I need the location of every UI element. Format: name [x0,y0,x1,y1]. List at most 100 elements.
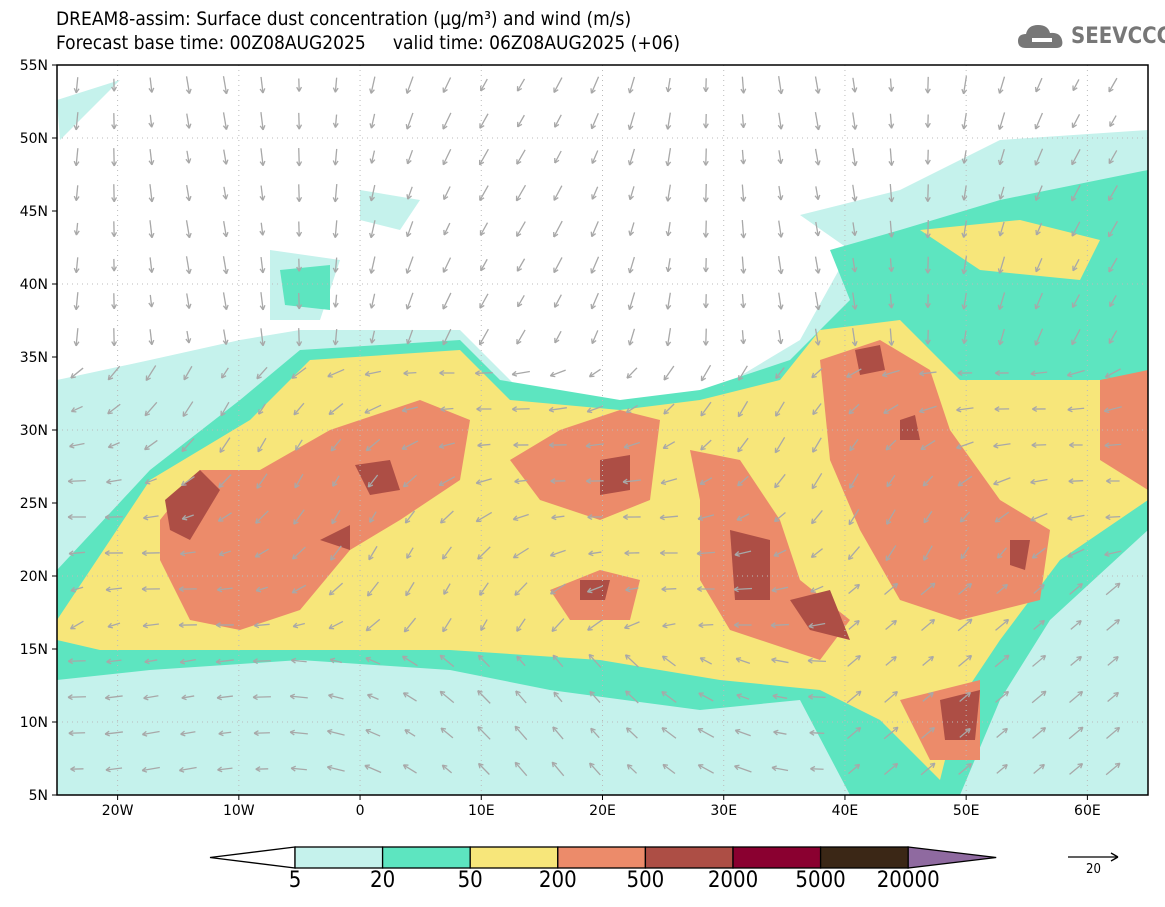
wind-arrow [814,148,821,166]
wind-arrow [369,184,376,202]
wind-arrow [697,728,715,738]
wind-arrow [222,149,229,165]
wind-arrow [369,293,376,309]
wind-arrow [589,762,601,776]
wind-arrow [700,401,712,417]
wind-arrow [296,258,303,272]
wind-arrow [997,112,1006,131]
wind-arrow [478,148,489,166]
wind-arrow [922,655,934,667]
wind-arrow [888,293,895,309]
wind-arrow [702,328,709,346]
wind-arrow [295,439,303,451]
wind-arrow [1108,257,1118,273]
wind-arrow [1033,763,1045,774]
wind-arrow [73,257,80,274]
wind-arrow [1032,726,1047,739]
wind-arrow [254,548,270,558]
wind-arrow [73,185,80,202]
wind-arrow [67,658,86,665]
wind-arrow [403,370,417,377]
wind-arrow [661,655,676,667]
wind-arrow [185,76,192,95]
wind-arrow [549,583,566,595]
colorbar-label: 200 [538,868,577,893]
wind-arrow [702,183,709,203]
wind-arrow [993,442,1011,449]
wind-arrow [143,694,159,701]
colorbar-label: 20 [370,868,396,893]
wind-arrow [551,761,565,777]
wind-arrow [70,405,83,413]
wind-arrow [111,258,118,272]
wind-arrow [851,112,858,130]
wind-arrow [740,219,747,239]
wind-arrow [183,365,193,381]
wind-arrow [252,658,271,665]
wind-arrow [178,766,197,773]
wind-arrow [588,368,601,378]
wind-arrow [588,550,602,557]
wind-arrow [662,763,676,774]
wind-arrow [1067,514,1085,521]
lat-label: 5N [29,788,48,804]
wind-arrow [222,329,229,345]
wind-arrow [329,657,342,664]
wind-arrow [552,726,564,740]
wind-arrow [1031,442,1047,449]
wind-arrow [181,438,195,453]
wind-arrow [1107,656,1119,666]
wind-arrow [814,256,821,274]
wind-arrow [369,511,377,523]
wind-arrow [111,78,118,92]
wind-arrow [185,113,192,129]
wind-arrow [477,690,491,704]
wind-arrow [442,257,452,273]
wind-arrow [1035,222,1043,236]
wind-arrow [884,762,899,776]
wind-arrow [1032,406,1046,412]
wind-arrow [1107,185,1118,202]
wind-arrow [364,764,382,774]
wind-arrow [591,330,599,345]
wind-arrow [919,370,937,377]
wind-arrow [627,292,636,311]
lat-lon-grid [57,65,1148,795]
wind-arrow [443,583,451,595]
wind-arrow [995,370,1009,376]
wind-arrow [810,585,824,593]
wind-arrow [1107,220,1119,238]
wind-arrow [771,657,789,664]
wind-arrow [143,514,159,521]
wind-arrow [438,476,456,486]
wind-arrow [1071,184,1081,202]
wind-arrow [402,764,417,774]
wind-arrow [883,726,899,740]
wind-arrow [1105,514,1121,521]
colorbar-swatch [732,846,822,869]
wind-arrow [924,329,931,345]
wind-arrow [920,439,936,451]
wind-arrow [144,439,158,451]
wind-arrow [1069,583,1083,595]
wind-arrow [702,258,709,273]
wind-arrow [627,112,636,131]
wind-arrow [70,586,84,593]
wind-arrow [884,691,898,703]
wind-arrow [404,510,416,524]
wind-arrow [259,222,266,236]
colorbar-label: 5 [288,868,302,893]
wind-arrow [924,294,931,309]
wind-arrow [68,550,86,557]
wind-arrow [365,438,381,452]
wind-arrow [364,370,381,377]
lat-label: 20N [20,569,48,585]
wind-arrow [296,292,303,310]
wind-arrow [1109,115,1117,127]
wind-arrow [401,440,419,450]
wind-arrow [846,690,862,704]
wind-arrow [740,294,747,309]
wind-arrow [957,370,973,377]
wind-arrow [553,691,563,703]
wind-arrow [477,762,490,775]
